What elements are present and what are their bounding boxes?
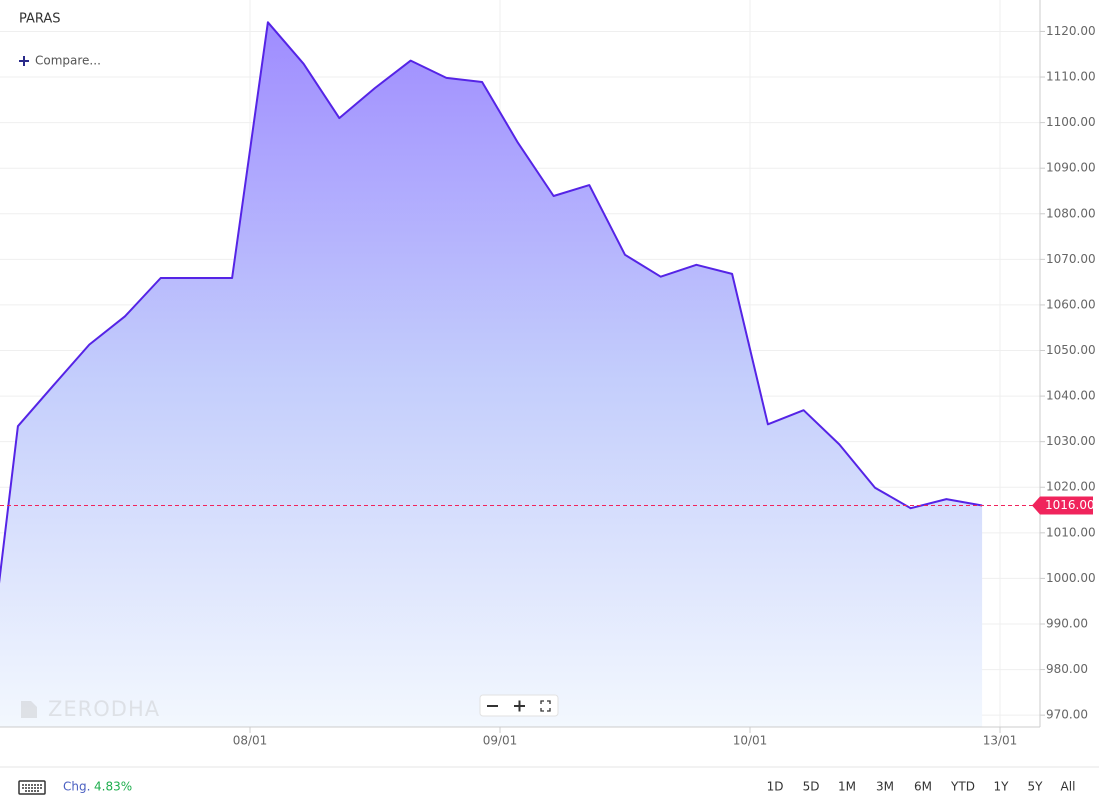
x-tick-label: 10/01 bbox=[733, 734, 768, 748]
y-tick-label: 1080.00 bbox=[1046, 206, 1096, 220]
range-button[interactable]: 5Y bbox=[1028, 780, 1044, 794]
y-tick-label: 1120.00 bbox=[1046, 24, 1096, 38]
x-tick-label: 09/01 bbox=[483, 734, 518, 748]
y-tick-label: 1040.00 bbox=[1046, 389, 1096, 403]
watermark-text: ZERODHA bbox=[48, 697, 160, 721]
zoom-controls bbox=[479, 694, 559, 717]
change-label: Chg. bbox=[63, 780, 90, 794]
last-price-label: 1016.00 bbox=[1045, 498, 1095, 512]
range-button[interactable]: All bbox=[1061, 780, 1076, 794]
range-button[interactable]: 1Y bbox=[994, 780, 1010, 794]
last-price-tag bbox=[1032, 496, 1093, 515]
range-button[interactable]: 6M bbox=[914, 780, 932, 794]
y-tick-label: 1070.00 bbox=[1046, 252, 1096, 266]
range-button[interactable]: 1M bbox=[838, 780, 856, 794]
range-button[interactable]: YTD bbox=[950, 780, 975, 794]
symbol: PARAS bbox=[19, 12, 61, 27]
range-button[interactable]: 1D bbox=[767, 780, 784, 794]
x-tick-label: 08/01 bbox=[233, 734, 268, 748]
y-tick-label: 970.00 bbox=[1046, 708, 1088, 722]
x-tick-label: 13/01 bbox=[983, 734, 1018, 748]
y-tick-label: 1060.00 bbox=[1046, 297, 1096, 311]
compare-label[interactable]: Compare... bbox=[35, 54, 101, 68]
range-button[interactable]: 3M bbox=[876, 780, 894, 794]
price-line bbox=[0, 21, 983, 584]
y-tick-label: 1110.00 bbox=[1046, 70, 1096, 84]
change-value: 4.83% bbox=[94, 780, 132, 794]
y-tick-label: 1020.00 bbox=[1046, 480, 1096, 494]
y-tick-label: 990.00 bbox=[1046, 616, 1088, 630]
y-tick-label: 1050.00 bbox=[1046, 343, 1096, 357]
compare-button[interactable]: Compare... bbox=[19, 54, 101, 68]
y-tick-label: 1000.00 bbox=[1046, 571, 1096, 585]
fullscreen[interactable] bbox=[540, 700, 551, 712]
y-tick-label: 1010.00 bbox=[1046, 525, 1096, 539]
zoom-in[interactable] bbox=[514, 700, 525, 712]
y-tick-label: 1100.00 bbox=[1046, 115, 1096, 129]
watermark: ZERODHA bbox=[21, 697, 160, 721]
y-tick-label: 1030.00 bbox=[1046, 434, 1096, 448]
y-tick-label: 1090.00 bbox=[1046, 161, 1096, 175]
y-tick-label: 980.00 bbox=[1046, 662, 1088, 676]
keyboard-icon[interactable] bbox=[18, 780, 46, 795]
area-fill bbox=[0, 22, 983, 727]
range-button[interactable]: 5D bbox=[803, 780, 820, 794]
